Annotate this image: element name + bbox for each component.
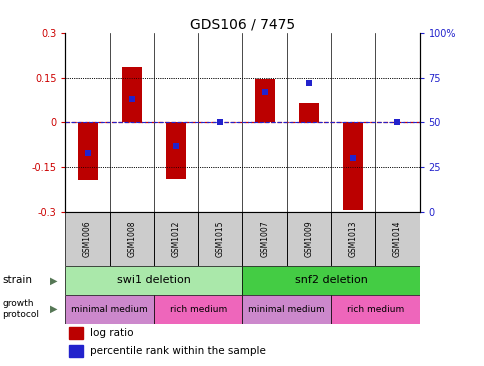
Bar <box>65 212 109 266</box>
Bar <box>69 327 83 339</box>
Text: swi1 deletion: swi1 deletion <box>117 276 191 285</box>
Bar <box>77 122 97 180</box>
Bar <box>254 79 274 122</box>
Point <box>84 150 91 156</box>
Bar <box>375 212 419 266</box>
Text: GSM1006: GSM1006 <box>83 221 92 257</box>
Bar <box>298 103 318 122</box>
Bar <box>330 295 419 324</box>
Bar <box>242 295 330 324</box>
Bar <box>242 266 419 295</box>
Point <box>348 155 356 161</box>
Text: percentile rank within the sample: percentile rank within the sample <box>90 346 266 356</box>
Text: GSM1013: GSM1013 <box>348 221 357 257</box>
Bar <box>65 266 242 295</box>
Bar <box>166 122 186 179</box>
Bar <box>121 67 141 122</box>
Text: rich medium: rich medium <box>169 305 227 314</box>
Point <box>172 143 180 149</box>
Text: GSM1007: GSM1007 <box>259 221 269 257</box>
Point <box>216 119 224 125</box>
Bar <box>69 345 83 357</box>
Text: GSM1009: GSM1009 <box>304 221 313 257</box>
Bar <box>286 212 330 266</box>
Point <box>304 80 312 86</box>
Text: log ratio: log ratio <box>90 328 134 339</box>
Bar <box>153 212 198 266</box>
Text: snf2 deletion: snf2 deletion <box>294 276 367 285</box>
Point <box>393 119 400 125</box>
Text: minimal medium: minimal medium <box>71 305 148 314</box>
Text: strain: strain <box>2 276 32 285</box>
Text: minimal medium: minimal medium <box>248 305 324 314</box>
Title: GDS106 / 7475: GDS106 / 7475 <box>190 18 294 32</box>
Text: rich medium: rich medium <box>346 305 403 314</box>
Point <box>260 89 268 95</box>
Point <box>128 96 136 102</box>
Bar <box>198 212 242 266</box>
Bar <box>330 212 375 266</box>
Text: GSM1012: GSM1012 <box>171 221 180 257</box>
Bar <box>65 295 153 324</box>
Bar <box>153 295 242 324</box>
Text: ▶: ▶ <box>49 304 57 314</box>
Text: growth
protocol: growth protocol <box>2 299 39 319</box>
Text: ▶: ▶ <box>49 276 57 285</box>
Bar <box>242 212 286 266</box>
Bar <box>109 212 153 266</box>
Text: GSM1008: GSM1008 <box>127 221 136 257</box>
Text: GSM1014: GSM1014 <box>392 221 401 257</box>
Bar <box>343 122 363 210</box>
Text: GSM1015: GSM1015 <box>215 221 225 257</box>
